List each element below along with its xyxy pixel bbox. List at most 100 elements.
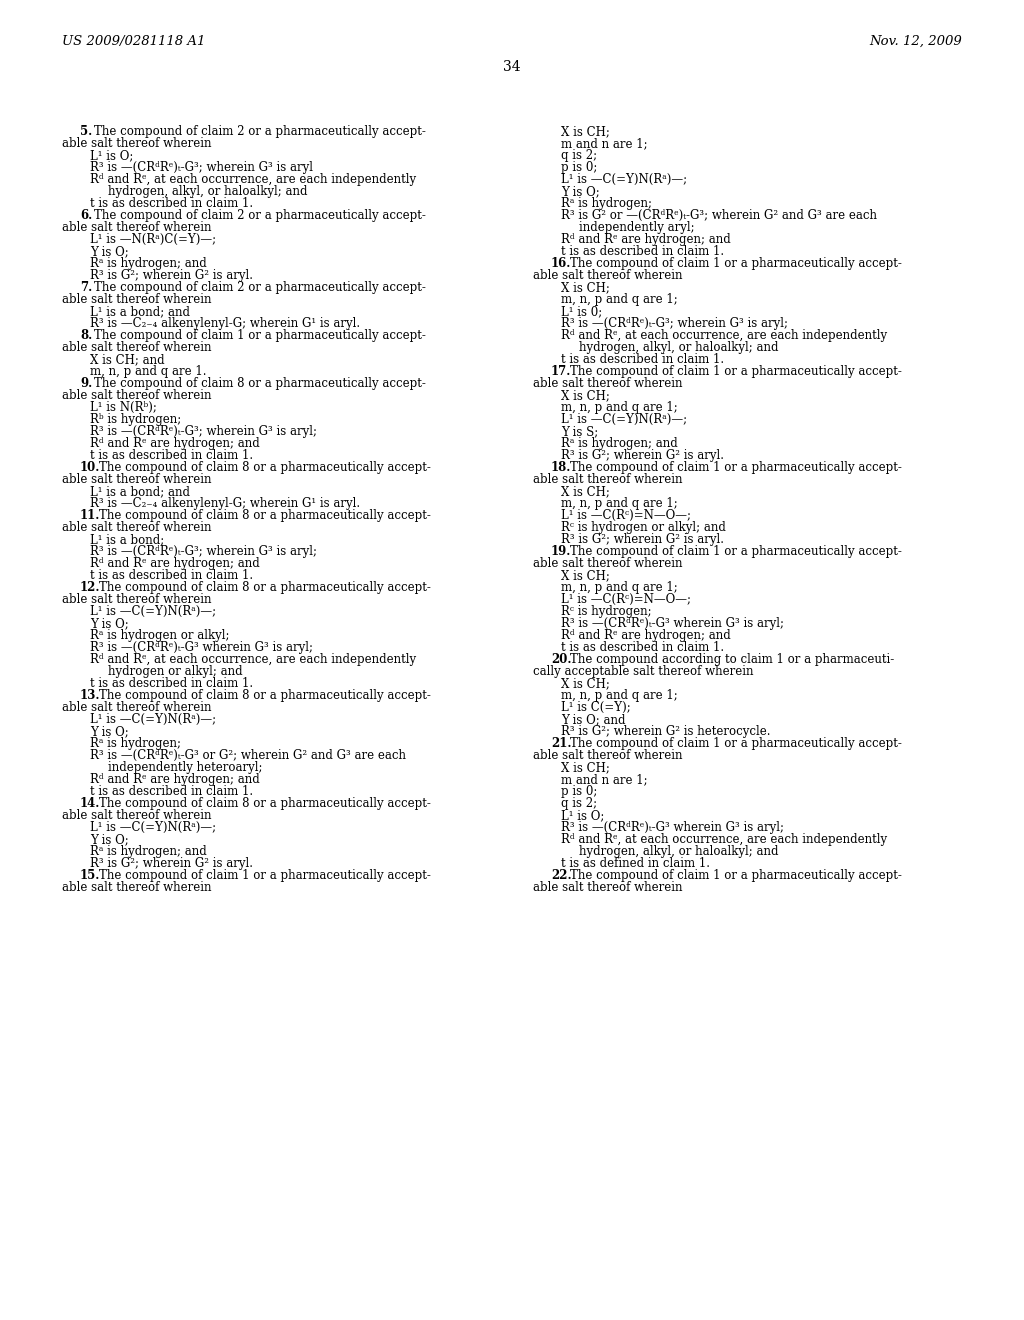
Text: L¹ is O;: L¹ is O; <box>561 809 604 822</box>
Text: The compound of claim 1 or a pharmaceutically accept-: The compound of claim 1 or a pharmaceuti… <box>570 545 902 558</box>
Text: L¹ is —C(=Y)N(Rᵃ)—;: L¹ is —C(=Y)N(Rᵃ)—; <box>90 821 216 834</box>
Text: Y is O;: Y is O; <box>90 833 129 846</box>
Text: t is as defined in claim 1.: t is as defined in claim 1. <box>561 857 710 870</box>
Text: able salt thereof wherein: able salt thereof wherein <box>62 389 212 403</box>
Text: t is as described in claim 1.: t is as described in claim 1. <box>90 569 253 582</box>
Text: Rᵈ and Rᵉ are hydrogen; and: Rᵈ and Rᵉ are hydrogen; and <box>90 437 260 450</box>
Text: m, n, p and q are 1;: m, n, p and q are 1; <box>561 581 678 594</box>
Text: The compound of claim 2 or a pharmaceutically accept-: The compound of claim 2 or a pharmaceuti… <box>94 281 426 294</box>
Text: p is 0;: p is 0; <box>561 785 597 799</box>
Text: t is as described in claim 1.: t is as described in claim 1. <box>90 197 253 210</box>
Text: independently heteroaryl;: independently heteroaryl; <box>108 762 262 774</box>
Text: X is CH;: X is CH; <box>561 389 610 403</box>
Text: able salt thereof wherein: able salt thereof wherein <box>534 269 683 282</box>
Text: The compound of claim 8 or a pharmaceutically accept-: The compound of claim 8 or a pharmaceuti… <box>99 581 431 594</box>
Text: R³ is G² or —(CRᵈRᵉ)ₜ-G³; wherein G² and G³ are each: R³ is G² or —(CRᵈRᵉ)ₜ-G³; wherein G² and… <box>561 209 877 222</box>
Text: Y is O;: Y is O; <box>90 616 129 630</box>
Text: 7.: 7. <box>80 281 92 294</box>
Text: The compound of claim 1 or a pharmaceutically accept-: The compound of claim 1 or a pharmaceuti… <box>570 869 902 882</box>
Text: L¹ is —C(Rᶜ)=N—O—;: L¹ is —C(Rᶜ)=N—O—; <box>561 593 691 606</box>
Text: able salt thereof wherein: able salt thereof wherein <box>62 220 212 234</box>
Text: The compound of claim 8 or a pharmaceutically accept-: The compound of claim 8 or a pharmaceuti… <box>99 510 431 521</box>
Text: The compound of claim 2 or a pharmaceutically accept-: The compound of claim 2 or a pharmaceuti… <box>94 125 426 139</box>
Text: m, n, p and q are 1;: m, n, p and q are 1; <box>561 401 678 414</box>
Text: t is as described in claim 1.: t is as described in claim 1. <box>561 352 724 366</box>
Text: R³ is —(CRᵈRᵉ)ₜ-G³ wherein G³ is aryl;: R³ is —(CRᵈRᵉ)ₜ-G³ wherein G³ is aryl; <box>561 821 784 834</box>
Text: able salt thereof wherein: able salt thereof wherein <box>534 748 683 762</box>
Text: The compound of claim 1 or a pharmaceutically accept-: The compound of claim 1 or a pharmaceuti… <box>570 257 902 271</box>
Text: R³ is —(CRᵈRᵉ)ₜ-G³; wherein G³ is aryl;: R³ is —(CRᵈRᵉ)ₜ-G³; wherein G³ is aryl; <box>90 425 317 438</box>
Text: 6.: 6. <box>80 209 92 222</box>
Text: R³ is —(CRᵈRᵉ)ₜ-G³ or G²; wherein G² and G³ are each: R³ is —(CRᵈRᵉ)ₜ-G³ or G²; wherein G² and… <box>90 748 406 762</box>
Text: able salt thereof wherein: able salt thereof wherein <box>534 557 683 570</box>
Text: X is CH;: X is CH; <box>561 281 610 294</box>
Text: 21.: 21. <box>551 737 571 750</box>
Text: 8.: 8. <box>80 329 92 342</box>
Text: L¹ is —C(=Y)N(Rᵃ)—;: L¹ is —C(=Y)N(Rᵃ)—; <box>90 713 216 726</box>
Text: able salt thereof wherein: able salt thereof wherein <box>62 473 212 486</box>
Text: hydrogen, alkyl, or haloalkyl; and: hydrogen, alkyl, or haloalkyl; and <box>579 341 778 354</box>
Text: L¹ is C(=Y);: L¹ is C(=Y); <box>561 701 631 714</box>
Text: Rᶜ is hydrogen or alkyl; and: Rᶜ is hydrogen or alkyl; and <box>561 521 726 535</box>
Text: L¹ is —C(=Y)N(Rᵃ)—;: L¹ is —C(=Y)N(Rᵃ)—; <box>561 173 687 186</box>
Text: Rᵈ and Rᵉ are hydrogen; and: Rᵈ and Rᵉ are hydrogen; and <box>561 630 731 642</box>
Text: m, n, p and q are 1.: m, n, p and q are 1. <box>90 366 207 378</box>
Text: able salt thereof wherein: able salt thereof wherein <box>62 701 212 714</box>
Text: able salt thereof wherein: able salt thereof wherein <box>62 809 212 822</box>
Text: Rᵃ is hydrogen;: Rᵃ is hydrogen; <box>90 737 181 750</box>
Text: X is CH;: X is CH; <box>561 125 610 139</box>
Text: 12.: 12. <box>80 581 100 594</box>
Text: Rᵈ and Rᵉ are hydrogen; and: Rᵈ and Rᵉ are hydrogen; and <box>561 234 731 246</box>
Text: 11.: 11. <box>80 510 100 521</box>
Text: L¹ is a bond;: L¹ is a bond; <box>90 533 164 546</box>
Text: Nov. 12, 2009: Nov. 12, 2009 <box>869 36 962 48</box>
Text: X is CH;: X is CH; <box>561 762 610 774</box>
Text: m, n, p and q are 1;: m, n, p and q are 1; <box>561 498 678 510</box>
Text: R³ is —(CRᵈRᵉ)ₜ-G³ wherein G³ is aryl;: R³ is —(CRᵈRᵉ)ₜ-G³ wherein G³ is aryl; <box>90 642 313 653</box>
Text: R³ is G²; wherein G² is aryl.: R³ is G²; wherein G² is aryl. <box>90 269 253 282</box>
Text: Rᵈ and Rᵉ, at each occurrence, are each independently: Rᵈ and Rᵉ, at each occurrence, are each … <box>561 833 887 846</box>
Text: Rᵃ is hydrogen; and: Rᵃ is hydrogen; and <box>561 437 678 450</box>
Text: t is as described in claim 1.: t is as described in claim 1. <box>90 677 253 690</box>
Text: The compound of claim 8 or a pharmaceutically accept-: The compound of claim 8 or a pharmaceuti… <box>99 797 431 810</box>
Text: R³ is —(CRᵈRᵉ)ₜ-G³; wherein G³ is aryl;: R³ is —(CRᵈRᵉ)ₜ-G³; wherein G³ is aryl; <box>561 317 788 330</box>
Text: able salt thereof wherein: able salt thereof wherein <box>534 473 683 486</box>
Text: The compound of claim 2 or a pharmaceutically accept-: The compound of claim 2 or a pharmaceuti… <box>94 209 426 222</box>
Text: Rᶜ is hydrogen;: Rᶜ is hydrogen; <box>561 605 651 618</box>
Text: 5.: 5. <box>80 125 92 139</box>
Text: The compound of claim 8 or a pharmaceutically accept-: The compound of claim 8 or a pharmaceuti… <box>99 461 431 474</box>
Text: Rᵇ is hydrogen;: Rᵇ is hydrogen; <box>90 413 181 426</box>
Text: L¹ is 0;: L¹ is 0; <box>561 305 602 318</box>
Text: Rᵈ and Rᵉ are hydrogen; and: Rᵈ and Rᵉ are hydrogen; and <box>90 774 260 785</box>
Text: Y is O;: Y is O; <box>90 725 129 738</box>
Text: The compound of claim 1 or a pharmaceutically accept-: The compound of claim 1 or a pharmaceuti… <box>94 329 426 342</box>
Text: able salt thereof wherein: able salt thereof wherein <box>534 378 683 389</box>
Text: able salt thereof wherein: able salt thereof wherein <box>62 880 212 894</box>
Text: 15.: 15. <box>80 869 100 882</box>
Text: R³ is G²; wherein G² is aryl.: R³ is G²; wherein G² is aryl. <box>561 449 724 462</box>
Text: The compound of claim 1 or a pharmaceutically accept-: The compound of claim 1 or a pharmaceuti… <box>570 737 902 750</box>
Text: 17.: 17. <box>551 366 571 378</box>
Text: able salt thereof wherein: able salt thereof wherein <box>62 341 212 354</box>
Text: 16.: 16. <box>551 257 571 271</box>
Text: R³ is G²; wherein G² is heterocycle.: R³ is G²; wherein G² is heterocycle. <box>561 725 770 738</box>
Text: p is 0;: p is 0; <box>561 161 597 174</box>
Text: Y is S;: Y is S; <box>561 425 598 438</box>
Text: hydrogen, alkyl, or haloalkyl; and: hydrogen, alkyl, or haloalkyl; and <box>108 185 307 198</box>
Text: able salt thereof wherein: able salt thereof wherein <box>534 880 683 894</box>
Text: t is as described in claim 1.: t is as described in claim 1. <box>561 642 724 653</box>
Text: Y is O; and: Y is O; and <box>561 713 626 726</box>
Text: able salt thereof wherein: able salt thereof wherein <box>62 521 212 535</box>
Text: L¹ is —C(Rᶜ)=N—O—;: L¹ is —C(Rᶜ)=N—O—; <box>561 510 691 521</box>
Text: hydrogen or alkyl; and: hydrogen or alkyl; and <box>108 665 243 678</box>
Text: L¹ is —C(=Y)N(Rᵃ)—;: L¹ is —C(=Y)N(Rᵃ)—; <box>90 605 216 618</box>
Text: 10.: 10. <box>80 461 100 474</box>
Text: R³ is —(CRᵈRᵉ)ₜ-G³; wherein G³ is aryl;: R³ is —(CRᵈRᵉ)ₜ-G³; wherein G³ is aryl; <box>90 545 317 558</box>
Text: Y is O;: Y is O; <box>90 246 129 257</box>
Text: The compound of claim 8 or a pharmaceutically accept-: The compound of claim 8 or a pharmaceuti… <box>94 378 426 389</box>
Text: R³ is —C₂₋₄ alkenylenyl-G; wherein G¹ is aryl.: R³ is —C₂₋₄ alkenylenyl-G; wherein G¹ is… <box>90 317 360 330</box>
Text: 20.: 20. <box>551 653 571 667</box>
Text: L¹ is O;: L¹ is O; <box>90 149 133 162</box>
Text: 13.: 13. <box>80 689 100 702</box>
Text: L¹ is a bond; and: L¹ is a bond; and <box>90 484 190 498</box>
